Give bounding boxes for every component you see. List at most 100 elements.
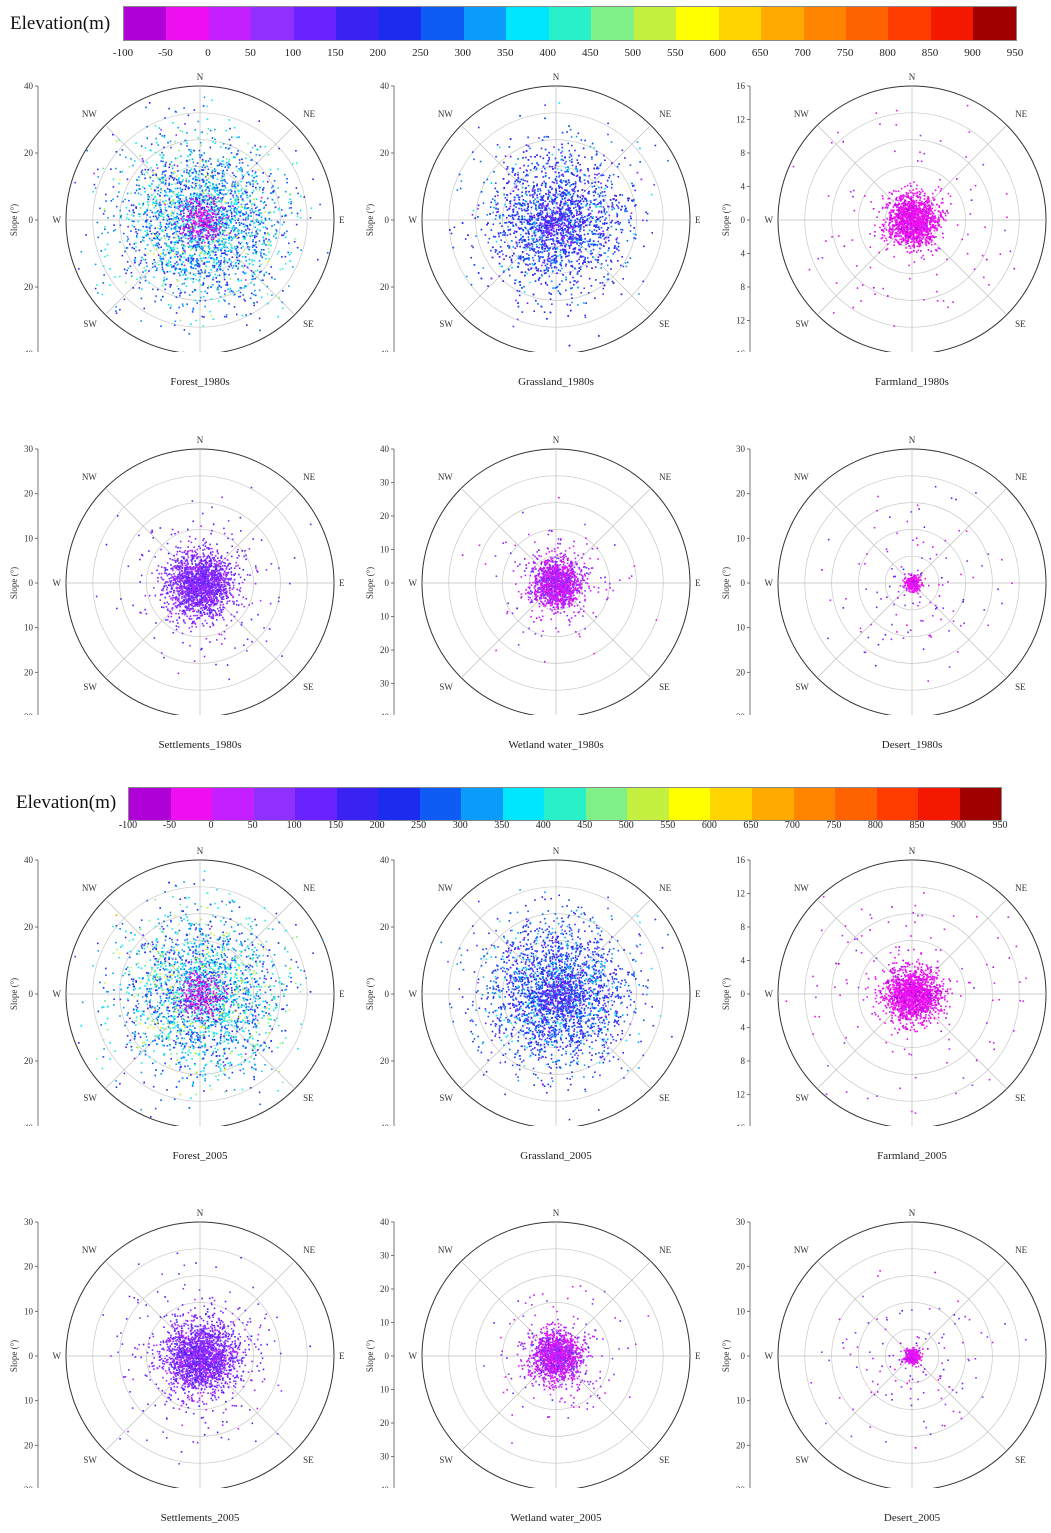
- scatter-point: [238, 218, 240, 220]
- scatter-point: [159, 133, 161, 135]
- scatter-point: [158, 235, 160, 237]
- scatter-point: [107, 217, 109, 219]
- colorbar-swatch: [503, 788, 545, 820]
- scatter-point: [295, 150, 297, 152]
- scatter-point: [593, 249, 595, 251]
- scatter-point: [504, 232, 506, 234]
- scatter-point: [192, 291, 194, 293]
- scatter-point: [178, 208, 180, 210]
- scatter-point: [284, 232, 286, 234]
- scatter-point: [130, 193, 132, 195]
- scatter-point: [616, 213, 618, 215]
- scatter-point: [176, 216, 178, 218]
- scatter-point: [203, 152, 205, 154]
- scatter-point: [231, 208, 233, 210]
- scatter-point: [327, 252, 329, 254]
- scatter-point: [581, 215, 583, 217]
- scatter-point: [504, 234, 506, 236]
- scatter-point: [152, 232, 154, 234]
- scatter-point: [259, 318, 261, 320]
- scatter-point: [259, 212, 261, 214]
- scatter-point: [165, 229, 167, 231]
- scatter-point: [160, 129, 162, 131]
- scatter-point: [217, 249, 219, 251]
- scatter-point: [570, 129, 572, 131]
- scatter-point: [265, 272, 267, 274]
- scatter-point: [222, 173, 224, 175]
- scatter-point: [472, 247, 474, 249]
- scatter-point: [570, 154, 572, 156]
- scatter-point: [245, 229, 247, 231]
- direction-label-ne: NE: [303, 109, 315, 119]
- scatter-point: [268, 251, 270, 253]
- scatter-point: [549, 220, 551, 222]
- scatter-point: [584, 257, 586, 259]
- scatter-point: [236, 248, 238, 250]
- scatter-point: [268, 154, 270, 156]
- scatter-point: [594, 185, 596, 187]
- scatter-point: [178, 240, 180, 242]
- scatter-point: [497, 191, 499, 193]
- scatter-point: [557, 286, 559, 288]
- scatter-point: [510, 206, 512, 208]
- scatter-point: [207, 253, 209, 255]
- colorbar-swatch: [794, 788, 836, 820]
- scatter-point: [524, 227, 526, 229]
- scatter-point: [237, 260, 239, 262]
- scatter-point: [178, 177, 180, 179]
- scatter-point: [151, 233, 153, 235]
- scatter-point: [250, 313, 252, 315]
- scatter-point: [99, 208, 101, 210]
- scatter-point: [239, 255, 241, 257]
- scatter-point: [226, 169, 228, 171]
- scatter-point: [256, 175, 258, 177]
- scatter-point: [231, 236, 233, 238]
- scatter-point: [214, 265, 216, 267]
- scatter-point: [222, 213, 224, 215]
- scatter-point: [249, 229, 251, 231]
- scatter-point: [153, 276, 155, 278]
- scatter-point: [237, 252, 239, 254]
- scatter-point: [263, 241, 265, 243]
- scatter-point: [218, 194, 220, 196]
- scatter-point: [600, 237, 602, 239]
- scatter-point: [553, 207, 555, 209]
- scatter-point: [170, 305, 172, 307]
- scatter-point: [193, 150, 195, 152]
- scatter-point: [271, 295, 273, 297]
- scatter-point: [267, 293, 269, 295]
- scatter-point: [212, 265, 214, 267]
- scatter-point: [182, 205, 184, 207]
- scatter-point: [174, 256, 176, 258]
- scatter-point: [578, 245, 580, 247]
- scatter-point: [599, 221, 601, 223]
- scatter-point: [558, 149, 560, 151]
- scatter-point: [275, 206, 277, 208]
- scatter-point: [511, 240, 513, 242]
- scatter-point: [553, 243, 555, 245]
- scatter-point: [201, 246, 203, 248]
- scatter-point: [615, 229, 617, 231]
- scatter-point: [254, 204, 256, 206]
- scatter-point: [209, 243, 211, 245]
- scatter-point: [165, 284, 167, 286]
- scatter-point: [248, 174, 250, 176]
- scatter-point: [153, 216, 155, 218]
- scatter-point: [261, 197, 263, 199]
- scatter-point: [618, 176, 620, 178]
- scatter-point: [582, 223, 584, 225]
- scatter-point: [573, 235, 575, 237]
- scatter-point: [245, 256, 247, 258]
- scatter-point: [285, 237, 287, 239]
- scatter-point: [201, 242, 203, 244]
- scatter-point: [562, 206, 564, 208]
- scatter-point: [164, 212, 166, 214]
- scatter-point: [531, 163, 533, 165]
- scatter-point: [207, 211, 209, 213]
- scatter-point: [163, 166, 165, 168]
- scatter-point: [241, 204, 243, 206]
- scatter-point: [188, 224, 190, 226]
- scatter-point: [228, 225, 230, 227]
- scatter-point: [552, 168, 554, 170]
- scatter-point: [565, 181, 567, 183]
